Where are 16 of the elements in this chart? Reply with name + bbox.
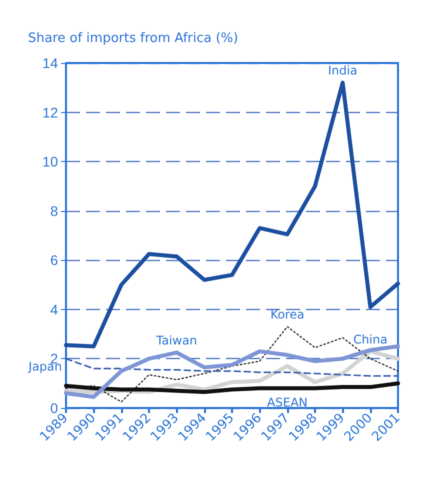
annotation: China — [353, 332, 388, 346]
annotation: Korea — [270, 308, 304, 322]
annotation: Taiwan — [155, 334, 198, 348]
y-tick-label: 12 — [42, 104, 58, 120]
line-series — [64, 381, 400, 394]
y-axis-title: Share of imports from Africa (%) — [28, 31, 238, 46]
y-tick-label: 0 — [50, 400, 58, 416]
annotation: ASEAN — [267, 395, 308, 410]
y-tick-label: 8 — [50, 202, 58, 219]
y-tick-label: 6 — [50, 252, 58, 268]
line-series — [65, 358, 399, 377]
y-tick-label: 4 — [50, 301, 58, 318]
annotation: India — [328, 64, 358, 78]
y-tick-label: 10 — [42, 154, 58, 170]
line-series — [64, 80, 400, 348]
y-tick-label: 14 — [42, 55, 58, 71]
